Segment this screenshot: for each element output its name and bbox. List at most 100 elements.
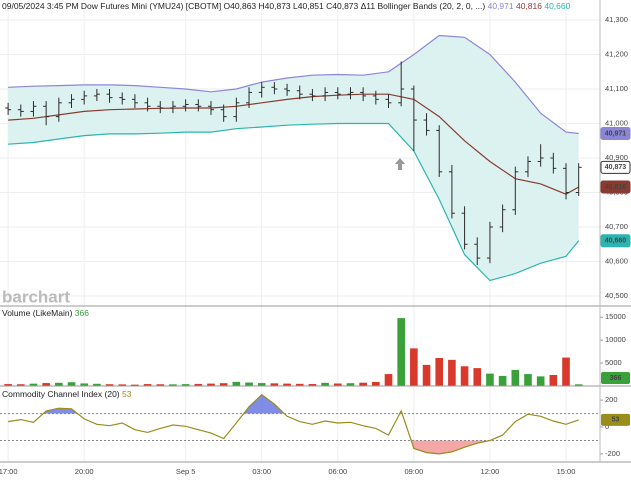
x-tick-label: 09:00 [404,467,423,476]
x-tick-label: 15:00 [557,467,576,476]
cci-header: Commodity Channel Index (20) 53 [2,389,132,399]
y-tick-label: 0 [605,422,609,431]
volume-bar [16,384,25,386]
volume-last: 366 [75,308,89,318]
volume-bar [257,383,266,386]
y-tick-label: 10000 [605,335,626,344]
y-tick-label: 15000 [605,312,626,321]
x-tick-label: 12:00 [481,467,500,476]
volume-title: Volume [2,308,31,318]
band-lower-label: 40,660 [605,238,627,245]
y-tick-label: 41,100 [605,84,628,93]
volume-bar [295,383,304,386]
x-tick-label: 17:00 [0,467,18,476]
x-tick-label: Sep 5 [176,467,196,476]
y-tick-label: 40,900 [605,153,628,162]
volume-bar [131,384,139,386]
volume-bar [42,383,50,386]
y-tick-label: 41,300 [605,15,628,24]
volume-bar [435,358,444,386]
volume-bar [156,384,165,386]
chart-header: 09/05/2024 3:45 PM Dow Futures Mini (YMU… [2,1,571,11]
indicator-title: Bollinger Bands (20, 2, 0, ...) [377,1,485,11]
volume-bar [232,381,241,386]
watermark: barchart [2,287,70,306]
cci-badge [601,413,630,426]
volume-bar [410,348,418,386]
y-tick-label: 40,500 [605,291,628,300]
volume-bar [498,375,507,386]
volume-bar [372,381,380,386]
volume-bar [562,357,570,386]
volume-bar [219,383,228,386]
volume-badge [601,372,630,384]
volume-bar [93,383,101,386]
chart-title: 09/05/2024 3:45 PM Dow Futures Mini (YMU… [2,1,375,11]
band-middle-badge [600,180,631,194]
volume-bar [270,383,279,386]
band-lower-badge [600,234,631,248]
legend-middle: 40,816 [516,1,542,11]
band-lower [8,122,580,282]
y-tick-label: 40,600 [605,256,628,265]
cci-last: 53 [122,389,132,399]
volume-bar [397,318,405,386]
y-tick-label: 5000 [605,358,622,367]
last-price-badge [600,160,631,174]
volume-bar [460,366,469,386]
volume-subtitle: (LikeMain) [33,308,73,318]
volume-bar [448,359,456,386]
volume-bar [29,383,38,386]
volume-bar [524,374,532,386]
volume-bar [143,384,152,386]
cci-fill-above [8,394,579,414]
volume-bar [549,374,558,386]
cci-title: Commodity Channel Index (20) [2,389,120,399]
volume-bar [384,374,393,386]
volume-bar [245,382,253,386]
volume-bar [80,383,88,386]
y-tick-label: -200 [605,449,620,458]
volume-bar [473,368,482,386]
volume-bar [67,382,76,386]
legend-upper: 40,971 [488,1,514,11]
volume-bar [181,384,190,386]
y-tick-label: 200 [605,395,618,404]
volume-bar [486,373,494,386]
volume-bar [118,384,127,386]
cci-fill-below [8,440,579,454]
last-price-label: 40,873 [605,164,627,171]
legend-lower: 40,660 [544,1,570,11]
volume-bar [422,364,431,386]
x-tick-label: 03:00 [252,467,271,476]
volume-bar [4,384,12,386]
event-arrow [395,158,405,170]
volume-bar [207,383,215,386]
volume-bar [321,382,329,386]
volume-bar [105,384,114,386]
volume-bar [169,384,177,386]
y-tick-label: 41,200 [605,49,628,58]
volume-bar [511,369,520,386]
volume-bar [346,383,355,386]
cci-line [8,393,579,455]
volume-bar [574,384,583,386]
band-upper-label: 40,971 [605,130,627,137]
volume-bar [536,376,545,386]
volume-bar [283,383,291,386]
volume-bar [359,382,367,386]
volume-header: Volume (LikeMain) 366 [2,308,89,318]
band-middle-label: 40,816 [605,184,627,191]
cci-last-label: 53 [612,417,620,424]
volume-bar [55,382,63,386]
x-tick-label: 06:00 [328,467,347,476]
volume-bar [308,384,317,386]
band-upper-badge [600,127,631,141]
x-tick-label: 20:00 [75,467,94,476]
y-tick-label: 41,000 [605,118,628,127]
band-upper [8,34,579,135]
band-fill [8,35,579,281]
volume-last-label: 366 [610,375,622,382]
